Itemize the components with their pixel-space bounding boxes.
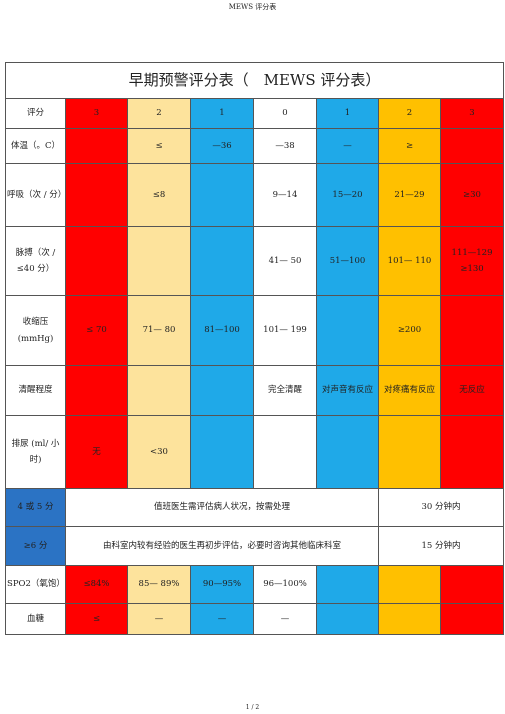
table-row: 脉搏（次 / ≤40 分） 41— 50 51—100 101— 110 111—129… bbox=[5, 226, 505, 296]
mews-table: 早期预警评分表（ MEWS 评分表） 评分 3 2 1 0 1 2 3 体温（。C） ≤ —36 —38… bbox=[4, 62, 505, 635]
score-cell: 对疼痛有反应 bbox=[378, 365, 441, 416]
score-cell bbox=[253, 415, 317, 489]
score-cell: 3 bbox=[65, 98, 128, 129]
score-cell: — bbox=[253, 603, 317, 635]
score-cell: ≥30 bbox=[439, 163, 505, 227]
score-cell bbox=[378, 603, 441, 635]
score-cell: 对声音有反应 bbox=[316, 365, 379, 416]
score-cell: 3 bbox=[439, 98, 505, 129]
score-cell: ≤ bbox=[65, 603, 128, 635]
row-label: 呼吸（次 / 分） bbox=[5, 163, 66, 227]
table-row: 早期预警评分表（ MEWS 评分表） bbox=[4, 62, 505, 99]
row-label: 血糖 bbox=[5, 603, 66, 635]
score-cell bbox=[127, 226, 191, 296]
score-cell: 无反应 bbox=[439, 365, 505, 416]
table-row: 血糖 ≤ — — — bbox=[5, 603, 505, 635]
table-row: SPO2（氧饱） ≤84% 85— 89% 90—95% 96—100% bbox=[5, 565, 505, 604]
score-cell: —36 bbox=[190, 128, 254, 164]
score-cell bbox=[316, 603, 379, 635]
score-cell bbox=[65, 128, 128, 164]
table-row: 评分 3 2 1 0 1 2 3 bbox=[5, 98, 505, 129]
score-cell bbox=[65, 163, 128, 227]
score-cell bbox=[439, 565, 505, 604]
table-row: 4 或 5 分值班医生需评估病人状况，按需处理 30 分钟内 bbox=[5, 488, 505, 527]
score-cell: 101— 199 bbox=[253, 295, 317, 366]
score-cell bbox=[190, 226, 254, 296]
score-cell bbox=[316, 565, 379, 604]
table-row: 体温（。C） ≤ —36 —38— ≥ bbox=[5, 128, 505, 164]
score-cell: ≤ 70 bbox=[65, 295, 128, 366]
score-cell: 9—14 bbox=[253, 163, 317, 227]
page-footer: 1 / 2 bbox=[245, 704, 260, 711]
score-cell: — bbox=[190, 603, 254, 635]
score-cell bbox=[190, 365, 254, 416]
score-cell: 0 bbox=[253, 98, 317, 129]
score-cell: 81—100 bbox=[190, 295, 254, 366]
score-cell: 1 bbox=[190, 98, 254, 129]
score-cell: 101— 110 bbox=[378, 226, 441, 296]
score-cell bbox=[439, 295, 505, 366]
table-row: 排尿 (ml/ 小时) 无 <30 bbox=[5, 415, 505, 489]
score-cell bbox=[316, 415, 379, 489]
score-cell bbox=[65, 365, 128, 416]
action-label: 4 或 5 分 bbox=[5, 488, 66, 527]
row-label: 排尿 (ml/ 小时) bbox=[5, 415, 66, 489]
action-time: 30 分钟内 bbox=[377, 488, 505, 527]
score-cell bbox=[439, 603, 505, 635]
table-row: ≥6 分由科室内较有经验的医生再初步评估，必要时咨询其他临床科室 15 分钟内 bbox=[5, 526, 505, 566]
row-label: SPO2（氧饱） bbox=[5, 565, 66, 604]
action-label: ≥6 分 bbox=[5, 526, 66, 566]
score-cell: — bbox=[127, 603, 191, 635]
score-cell bbox=[378, 565, 441, 604]
score-cell: 41— 50 bbox=[253, 226, 317, 296]
row-label: 收缩压 (mmHg) bbox=[5, 295, 66, 366]
score-cell: ≥ bbox=[378, 128, 441, 164]
score-cell: <30 bbox=[127, 415, 191, 489]
row-label: 清醒程度 bbox=[5, 365, 66, 416]
score-cell: 51—100 bbox=[316, 226, 379, 296]
score-cell: — bbox=[316, 128, 379, 164]
score-cell: 90—95% bbox=[190, 565, 254, 604]
score-cell: 96—100% bbox=[253, 565, 317, 604]
score-cell: ≤84% bbox=[65, 565, 128, 604]
score-cell bbox=[190, 163, 254, 227]
score-cell: 1 bbox=[316, 98, 379, 129]
score-cell bbox=[378, 415, 441, 489]
score-cell: 15—20 bbox=[316, 163, 379, 227]
score-cell: 无 bbox=[65, 415, 128, 489]
score-cell: —38 bbox=[253, 128, 317, 164]
score-cell: 完全清醒 bbox=[253, 365, 317, 416]
score-cell: 111—129 ≥130 bbox=[439, 226, 505, 296]
action-time: 15 分钟内 bbox=[377, 526, 505, 566]
score-cell bbox=[439, 415, 505, 489]
score-cell: 2 bbox=[127, 98, 191, 129]
score-cell: ≤8 bbox=[127, 163, 191, 227]
page-header: MEWS 评分表 bbox=[228, 3, 277, 11]
row-label: 脉搏（次 / ≤40 分） bbox=[5, 226, 66, 296]
score-cell: ≤ bbox=[127, 128, 191, 164]
action-text: 由科室内较有经验的医生再初步评估，必要时咨询其他临床科室 bbox=[65, 526, 379, 566]
table-row: 收缩压 (mmHg) ≤ 70 71— 80 81—100 101— 199 ≥200 bbox=[5, 295, 505, 366]
row-label: 评分 bbox=[5, 98, 66, 129]
score-cell: 21—29 bbox=[378, 163, 441, 227]
table-row: 呼吸（次 / 分） ≤8 9—14 15—20 21—29 ≥30 bbox=[5, 163, 505, 227]
score-cell: 85— 89% bbox=[127, 565, 191, 604]
score-cell bbox=[190, 415, 254, 489]
table-title: 早期预警评分表（ MEWS 评分表） bbox=[4, 62, 505, 99]
table-row: 清醒程度 完全清醒 对声音有反应 对疼痛有反应 无反应 bbox=[5, 365, 505, 416]
row-label: 体温（。C） bbox=[5, 128, 66, 164]
score-cell: ≥200 bbox=[378, 295, 441, 366]
score-cell bbox=[439, 128, 505, 164]
score-cell: 71— 80 bbox=[127, 295, 191, 366]
score-cell bbox=[65, 226, 128, 296]
score-cell: 2 bbox=[378, 98, 441, 129]
score-cell bbox=[127, 365, 191, 416]
action-text: 值班医生需评估病人状况，按需处理 bbox=[65, 488, 379, 527]
score-cell bbox=[316, 295, 379, 366]
